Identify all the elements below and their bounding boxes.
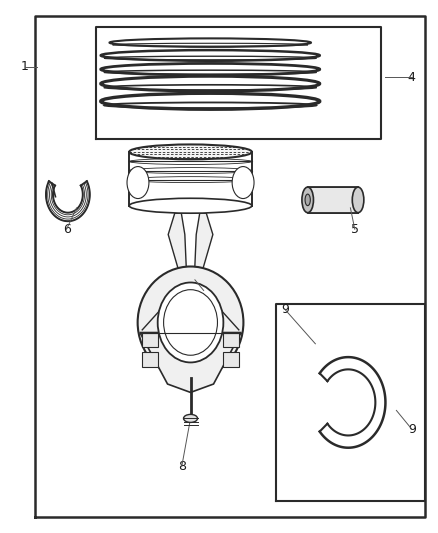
Polygon shape <box>307 187 358 213</box>
Text: 6: 6 <box>63 223 71 236</box>
Polygon shape <box>194 213 213 285</box>
Text: 5: 5 <box>351 223 359 236</box>
Polygon shape <box>168 213 187 285</box>
Ellipse shape <box>232 166 254 199</box>
Ellipse shape <box>302 187 314 213</box>
Text: 8: 8 <box>178 460 186 473</box>
Ellipse shape <box>352 187 364 213</box>
Polygon shape <box>129 171 252 206</box>
Polygon shape <box>129 144 252 213</box>
Ellipse shape <box>305 194 310 206</box>
Ellipse shape <box>138 266 244 378</box>
Ellipse shape <box>184 415 198 422</box>
Text: 4: 4 <box>408 71 416 84</box>
Text: 1: 1 <box>21 60 28 73</box>
Ellipse shape <box>127 166 149 199</box>
Text: 7: 7 <box>200 284 208 297</box>
Polygon shape <box>140 333 241 392</box>
Ellipse shape <box>129 144 252 159</box>
Circle shape <box>158 282 223 362</box>
Polygon shape <box>142 333 158 348</box>
Text: 9: 9 <box>281 303 289 316</box>
Polygon shape <box>142 352 158 367</box>
Ellipse shape <box>129 198 252 213</box>
Polygon shape <box>223 333 239 348</box>
Polygon shape <box>223 352 239 367</box>
Text: 9: 9 <box>408 423 416 435</box>
